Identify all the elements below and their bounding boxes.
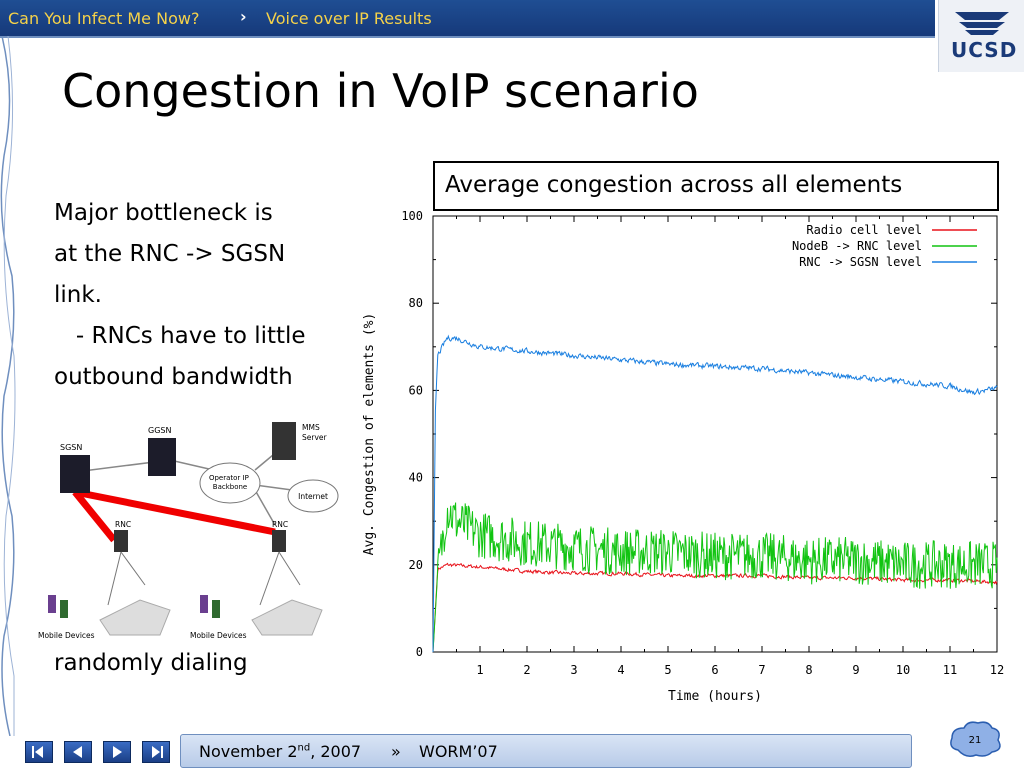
logo-emblem-icon [955,12,1009,35]
operator-label-line: Operator IP [209,474,249,482]
sgsn-server-icon [60,455,90,493]
sgsn-label: SGSN [60,443,82,452]
footer-separator: » [391,742,401,761]
body-line: link. [54,282,102,308]
first-slide-button[interactable] [25,741,53,763]
next-slide-button[interactable] [103,741,132,763]
y-tick-label: 40 [409,471,423,485]
body-line: Major bottleneck is [54,200,273,226]
coverage-area-2-icon [251,599,323,636]
x-tick-label: 12 [990,663,1004,677]
rnc-2-icon [272,530,286,552]
coverage-area-1-icon [99,599,171,636]
y-tick-label: 100 [401,209,423,223]
y-tick-label: 0 [416,645,423,659]
x-tick-label: 5 [664,663,671,677]
series-line [432,502,998,653]
x-tick-label: 3 [570,663,577,677]
header-bar: Can You Infect Me Now? › Voice over IP R… [0,0,935,38]
x-tick-label: 1 [476,663,483,677]
legend-label: RNC -> SGSN level [799,255,922,269]
radio-link-icon [107,551,122,606]
mobile-devices-label-2: Mobile Devices [190,631,247,640]
bottleneck-link-1 [72,489,117,543]
operator-backbone-cloud-icon [199,462,261,504]
skip-forward-icon [152,746,164,758]
body-line: outbound bandwidth [54,364,293,390]
internet-label: Internet [298,492,328,501]
bottleneck-link-2 [74,488,276,536]
operator-label-line: Backbone [213,483,247,491]
x-tick-label: 6 [711,663,718,677]
mms-label: MMS Server [302,423,328,442]
footer-date-post: , 2007 [310,742,362,761]
plot-area [432,215,998,653]
radio-link-icon [259,551,280,606]
body-line-bottom: randomly dialing [54,650,248,676]
rnc-1-icon [114,530,128,552]
cloud-icon [950,721,1001,757]
mobile-device-icon [48,595,56,613]
series-line [432,562,998,653]
arrow-right-icon [113,746,123,758]
legend-label: NodeB -> RNC level [792,239,922,253]
footer-date-pre: November 2 [199,742,298,761]
slide-title: Congestion in VoIP scenario [62,64,699,118]
rnc-2-label: RNC [272,520,288,529]
x-tick-label: 9 [852,663,859,677]
x-tick-label: 2 [523,663,530,677]
mobile-device-icon [212,600,220,618]
last-slide-button[interactable] [142,741,171,763]
footer-date: November 2nd, 2007 [199,742,361,761]
ucsd-logo: UCSD [938,0,1024,72]
footer-date-sup: nd [297,742,311,754]
arrow-left-icon [73,746,83,758]
decorative-border [0,36,16,736]
mobile-device-icon [200,595,208,613]
x-tick-label: 8 [805,663,812,677]
operator-label: Operator IP Backbone [209,474,251,491]
slide-navigation [25,741,176,763]
logo-text: UCSD [951,38,1018,62]
chart-caption: Average congestion across all elements [445,172,903,198]
y-tick-label: 60 [409,383,423,397]
x-tick-label: 7 [758,663,765,677]
network-diagram: SGSN GGSN MMS Server Operator IP Backbon… [38,422,339,640]
radio-link-icon [120,551,146,586]
x-tick-label: 11 [943,663,957,677]
breadcrumb-separator: › [240,7,247,26]
ggsn-label: GGSN [148,426,171,435]
footer-venue: WORM’07 [419,742,498,761]
breadcrumb-section[interactable]: Voice over IP Results [266,9,432,28]
y-tick-label: 80 [409,296,423,310]
skip-back-icon [32,746,43,758]
legend-label: Radio cell level [806,223,922,237]
internet-cloud-icon [287,479,339,513]
ggsn-server-icon [148,438,176,476]
body-line: - RNCs have to little [54,323,306,349]
previous-slide-button[interactable] [64,741,93,763]
link-backbone-internet [254,484,293,491]
page-number-badge: 21 [950,721,1001,757]
link-backbone-rnc [254,489,276,526]
mms-server-icon [272,422,296,460]
page-number: 21 [969,735,982,746]
mms-label-line: Server [302,433,328,442]
footer-bar: November 2nd, 2007 » WORM’07 [180,734,912,768]
mobile-device-icon [60,600,68,618]
x-tick-label: 4 [617,663,624,677]
y-axis-label: Avg. Congestion of elements (%) [362,313,377,556]
series-line [432,334,998,653]
mobile-devices-label-1: Mobile Devices [38,631,95,640]
x-axis-label: Time (hours) [668,689,762,704]
rnc-1-label: RNC [115,520,131,529]
chart-caption-box: Average congestion across all elements [433,161,999,211]
breadcrumb-presentation[interactable]: Can You Infect Me Now? [8,9,200,28]
body-line: at the RNC -> SGSN [54,241,286,267]
x-tick-label: 10 [896,663,910,677]
mms-label-line: MMS [302,423,320,432]
radio-link-icon [278,551,301,586]
y-tick-label: 20 [409,558,423,572]
